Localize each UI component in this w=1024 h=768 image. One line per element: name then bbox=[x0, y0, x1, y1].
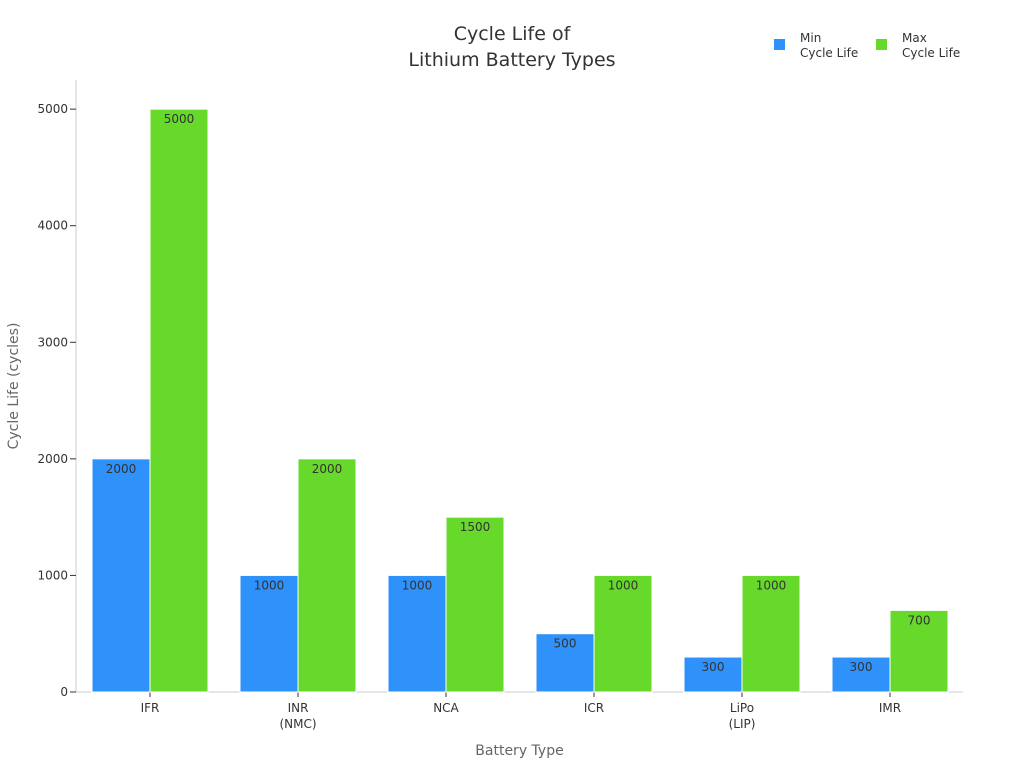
x-tick-label: (NMC) bbox=[279, 717, 316, 731]
chart-title-line: Lithium Battery Types bbox=[408, 49, 615, 71]
chart-title-line: Cycle Life of bbox=[454, 23, 572, 45]
bar bbox=[297, 458, 357, 693]
data-label: 5000 bbox=[164, 112, 195, 126]
bar bbox=[741, 574, 801, 693]
bar bbox=[445, 516, 505, 693]
x-tick-label: NCA bbox=[433, 701, 459, 715]
bar bbox=[387, 574, 447, 693]
data-label: 1000 bbox=[402, 578, 433, 592]
x-tick-label: LiPo bbox=[730, 701, 754, 715]
legend-swatch bbox=[876, 39, 887, 50]
legend-label: Max bbox=[902, 31, 927, 45]
legend-label: Cycle Life bbox=[902, 46, 960, 60]
legend-swatch bbox=[774, 39, 785, 50]
data-label: 300 bbox=[702, 660, 725, 674]
bar bbox=[149, 108, 209, 693]
x-tick-label: IFR bbox=[141, 701, 160, 715]
x-axis-label: Battery Type bbox=[475, 743, 563, 759]
y-tick-label: 4000 bbox=[37, 219, 68, 233]
data-label: 2000 bbox=[106, 462, 137, 476]
bars bbox=[91, 108, 949, 693]
data-label: 700 bbox=[908, 613, 931, 627]
chart-title: Cycle Life of Lithium Battery Types bbox=[408, 23, 615, 71]
y-axis-label: Cycle Life (cycles) bbox=[6, 323, 22, 450]
bar bbox=[535, 633, 595, 693]
x-tick-label: ICR bbox=[584, 701, 604, 715]
x-tick-label: IMR bbox=[879, 701, 901, 715]
bar bbox=[593, 574, 653, 693]
data-label: 1000 bbox=[254, 578, 285, 592]
bar bbox=[683, 656, 743, 693]
y-tick-label: 5000 bbox=[37, 102, 68, 116]
y-tick-label: 2000 bbox=[37, 452, 68, 466]
data-label: 1500 bbox=[460, 520, 491, 534]
data-label: 1000 bbox=[608, 578, 639, 592]
y-tick-label: 0 bbox=[60, 685, 68, 699]
legend-label: Min bbox=[800, 31, 821, 45]
bar bbox=[239, 574, 299, 693]
data-label: 500 bbox=[554, 637, 577, 651]
x-tick-label: (LIP) bbox=[729, 717, 756, 731]
y-tick-label: 3000 bbox=[37, 335, 68, 349]
data-label: 2000 bbox=[312, 462, 343, 476]
data-label: 1000 bbox=[756, 578, 787, 592]
bar bbox=[831, 656, 891, 693]
y-tick-label: 1000 bbox=[37, 568, 68, 582]
data-label: 300 bbox=[850, 660, 873, 674]
data-labels: 2000 5000 1000 2000 1000 1500 500 1000 300 1000 30… bbox=[106, 112, 931, 674]
bar bbox=[91, 458, 151, 693]
bar bbox=[889, 609, 949, 693]
axes: 0 1000 2000 3000 4000 5000 Cycle Life (cycles)… bbox=[6, 80, 963, 759]
x-tick-label: INR bbox=[288, 701, 309, 715]
legend-label: Cycle Life bbox=[800, 46, 858, 60]
